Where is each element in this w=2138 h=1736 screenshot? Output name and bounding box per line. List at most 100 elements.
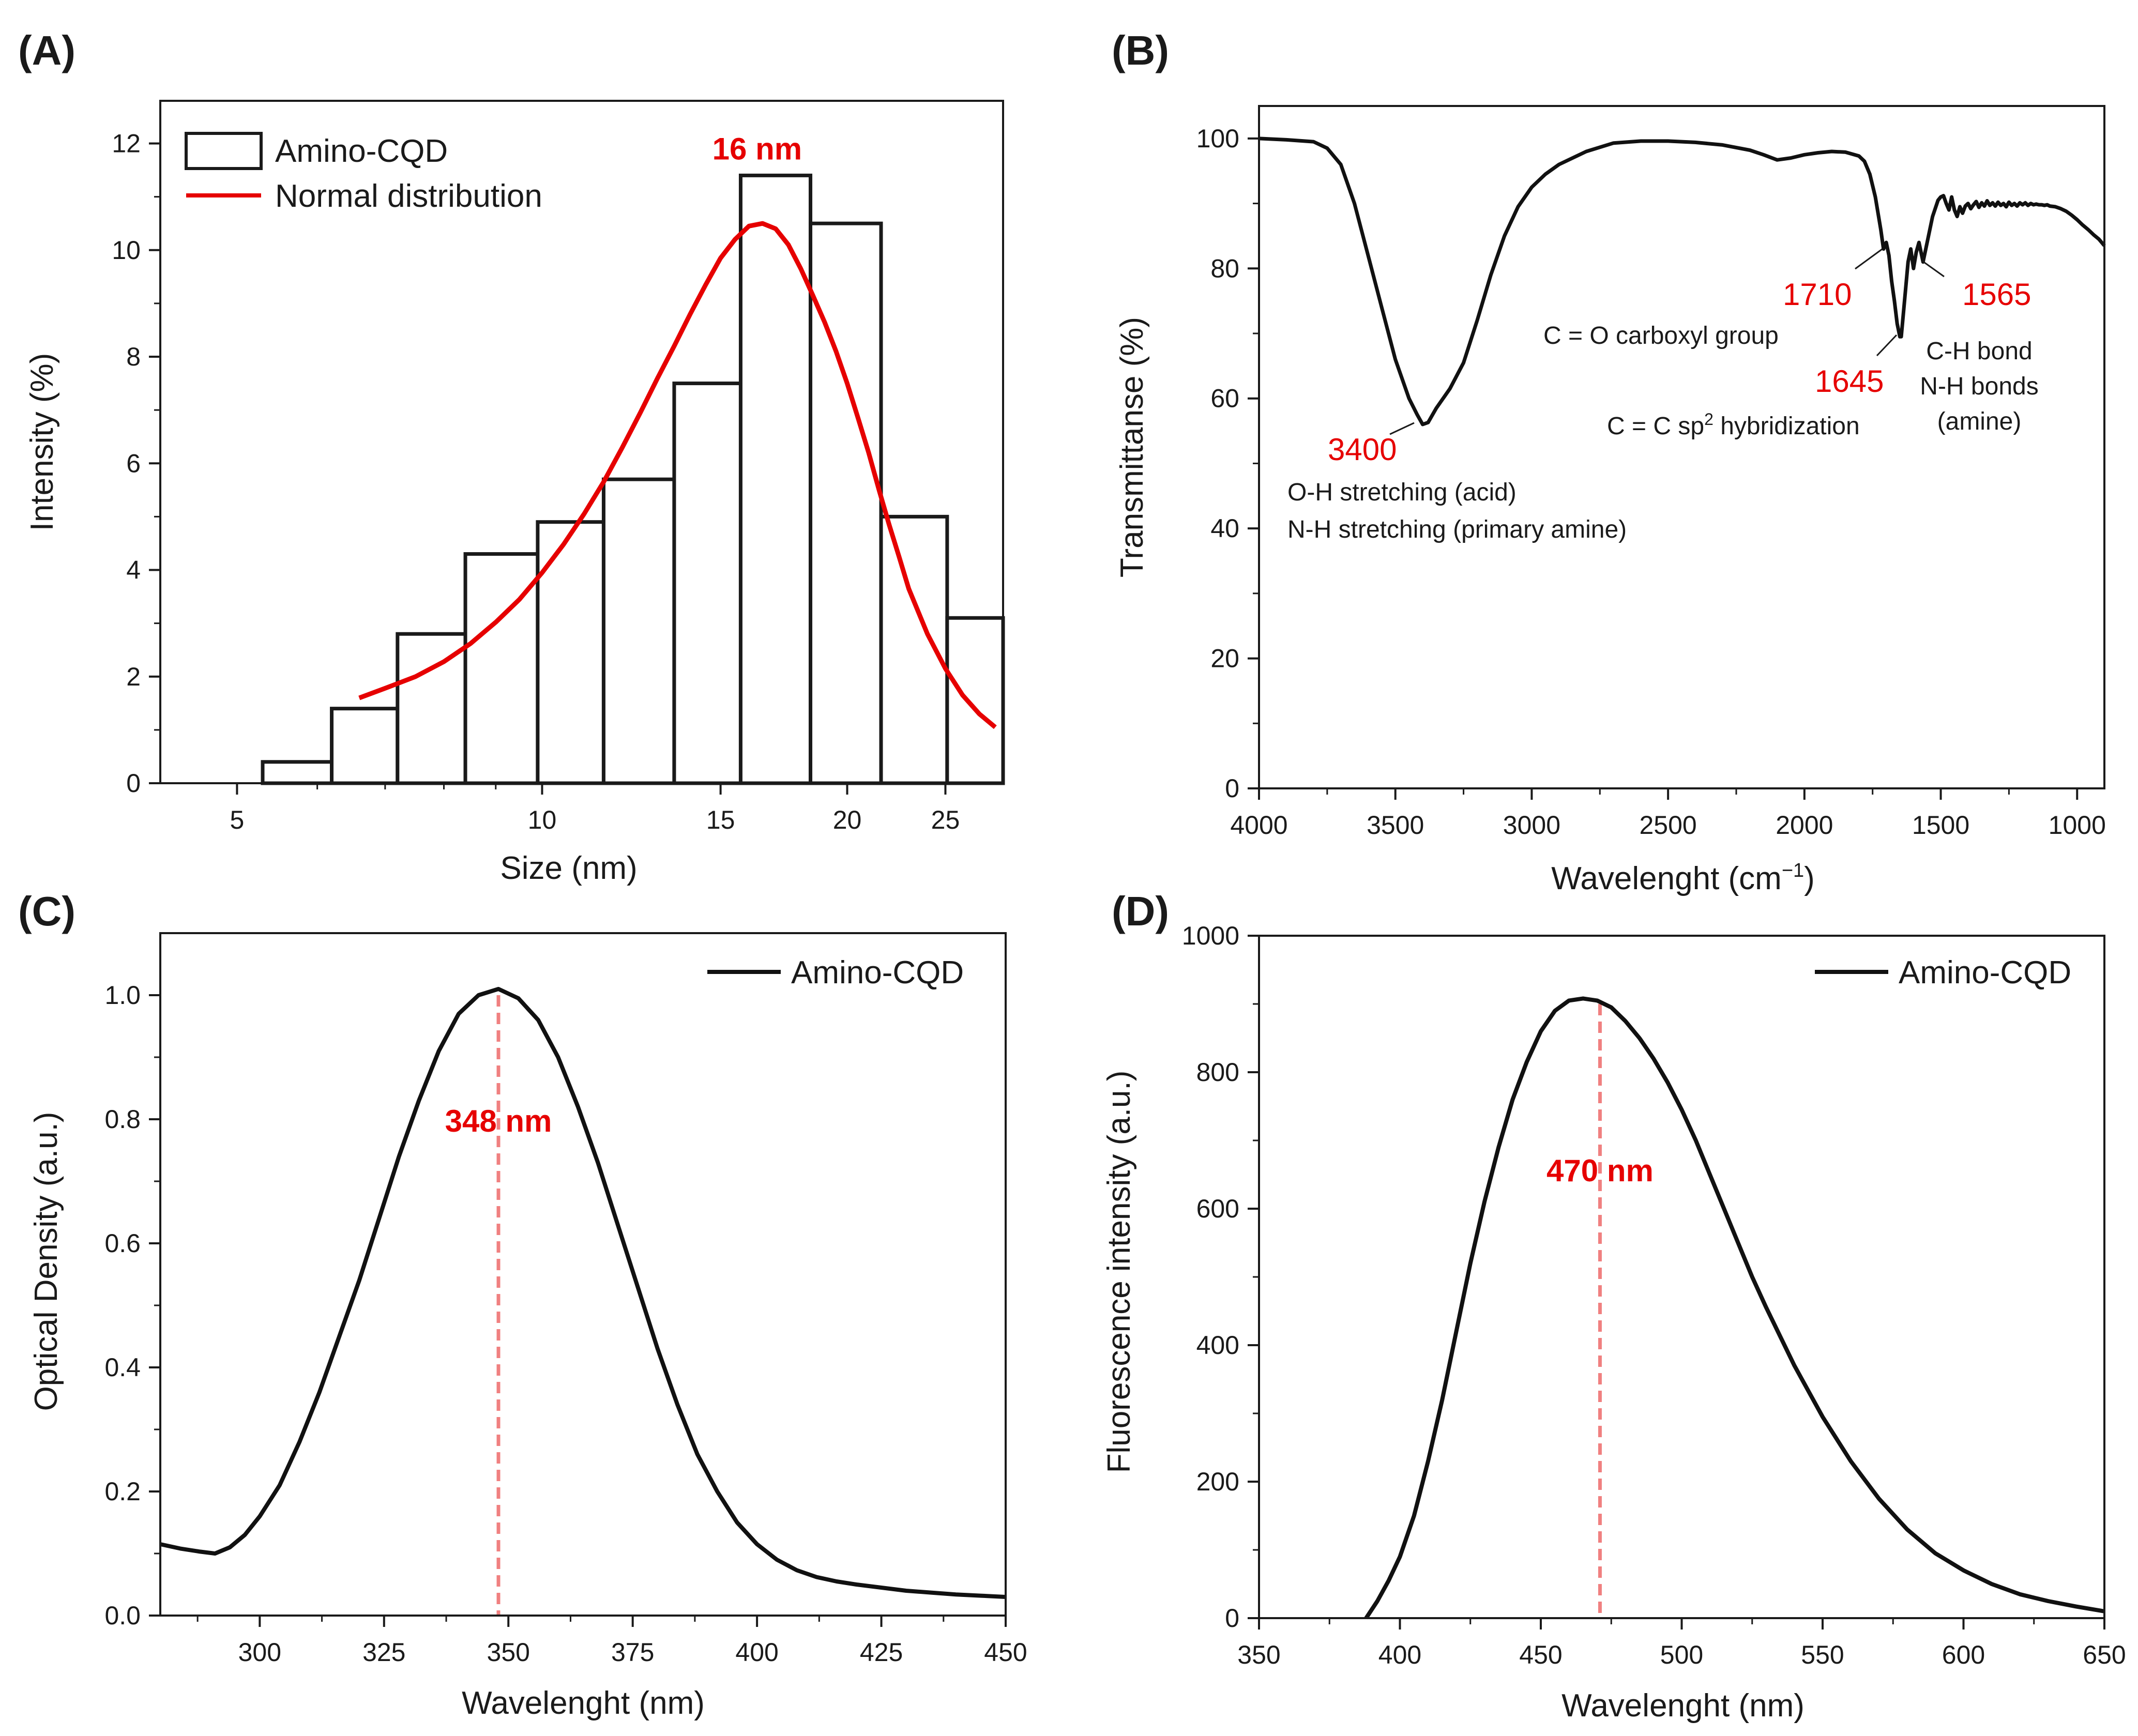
histogram-bar <box>536 520 605 785</box>
panel-d-x-ticks: 350 400 450 500 550 600 650 <box>1237 1618 2126 1669</box>
y-tick-label: 6 <box>126 449 141 478</box>
x-tick-label: 1000 <box>2049 811 2106 840</box>
legend-label-amino-cqd: Amino-CQD <box>791 955 964 991</box>
ftir-spectrum-line <box>1258 136 2106 427</box>
panel-a-legend: Amino-CQD Normal distribution <box>185 132 542 214</box>
panel-c-y-axis-title: Optical Density (a.u.) <box>28 1112 64 1411</box>
x-tick-label: 425 <box>860 1638 903 1667</box>
panel-b-y-ticks: 0 20 40 60 80 100 <box>1196 124 1259 803</box>
peak-label-3400: 3400 <box>1328 432 1397 467</box>
histogram-bar <box>738 173 813 785</box>
x-tick-label: 350 <box>487 1638 530 1667</box>
y-tick-label: 12 <box>112 129 141 158</box>
peak-size-annotation: 16 nm <box>712 131 802 166</box>
panel-c-label: (C) <box>18 888 75 934</box>
panel-b-label: (B) <box>1112 27 1169 73</box>
assignment-oh-stretching: O-H stretching (acid) <box>1287 479 1517 506</box>
y-tick-label: 40 <box>1210 514 1239 543</box>
y-tick-label: 10 <box>112 236 141 265</box>
y-tick-label: 200 <box>1196 1467 1239 1496</box>
x-tick-label: 10 <box>528 805 557 834</box>
peak-wavelength-annotation: 348 nm <box>445 1104 552 1138</box>
peak-label-1710: 1710 <box>1783 277 1852 312</box>
histogram-bar <box>601 477 676 785</box>
x-tick-label: 325 <box>362 1638 405 1667</box>
x-tick-label: 2500 <box>1640 811 1697 840</box>
y-tick-label: 0 <box>126 769 141 798</box>
y-tick-label: 800 <box>1196 1058 1239 1087</box>
x-tick-label: 450 <box>1519 1640 1562 1669</box>
panel-a-histogram: (A) 5 10 15 20 25 0 2 4 6 8 10 12 Size (nm) Intens… <box>18 27 1005 886</box>
leader-1565 <box>1922 260 1945 278</box>
y-tick-label: 0.0 <box>104 1601 141 1630</box>
x-tick-label: 500 <box>1660 1640 1703 1669</box>
y-tick-label: 0 <box>1225 774 1239 803</box>
fluorescence-spectrum-line <box>1364 996 2105 1620</box>
y-tick-label: 0.8 <box>104 1105 141 1134</box>
x-tick-label: 5 <box>230 805 245 834</box>
assignment-nh-bonds: N-H bonds <box>1920 373 2038 400</box>
panel-a-y-ticks: 0 2 4 6 8 10 12 <box>112 129 160 798</box>
x-tick-label: 550 <box>1801 1640 1844 1669</box>
panel-d-y-ticks: 0 200 400 600 800 1000 <box>1182 921 1259 1633</box>
y-tick-label: 1.0 <box>104 981 141 1010</box>
y-tick-label: 0 <box>1225 1604 1239 1633</box>
panel-c-y-ticks: 0.0 0.2 0.4 0.6 0.8 1.0 <box>104 981 160 1630</box>
panel-c-plot-frame <box>159 932 1007 1617</box>
x-tick-label: 600 <box>1942 1640 1985 1669</box>
panel-c-x-axis-title: Wavelenght (nm) <box>462 1685 705 1721</box>
x-tick-label: 2000 <box>1776 811 1833 840</box>
histogram-bar <box>672 382 742 785</box>
x-tick-label: 300 <box>238 1638 281 1667</box>
panel-a-x-axis-title: Size (nm) <box>500 850 637 886</box>
x-tick-label: 650 <box>2083 1640 2126 1669</box>
leader-1645 <box>1876 334 1898 357</box>
assignment-sp2-hybridization: C = C sp2 hybridization <box>1607 410 1860 440</box>
y-tick-label: 0.6 <box>104 1229 141 1258</box>
histogram-bar <box>945 616 1005 785</box>
panel-d-x-axis-title: Wavelenght (nm) <box>1561 1688 1805 1724</box>
assignment-carboxyl: C = O carboxyl group <box>1543 322 1779 349</box>
assignment-ch-bond: C-H bond <box>1926 338 2032 365</box>
y-tick-label: 8 <box>126 342 141 371</box>
legend-box-swatch <box>185 132 263 170</box>
y-tick-label: 400 <box>1196 1331 1239 1360</box>
x-tick-label: 400 <box>735 1638 778 1667</box>
legend-label-normal-distribution: Normal distribution <box>275 178 542 214</box>
normal-distribution-curve <box>358 221 997 729</box>
y-tick-label: 0.4 <box>104 1353 141 1382</box>
y-tick-label: 2 <box>126 662 141 691</box>
leader-1710 <box>1855 248 1883 270</box>
histogram-bar <box>330 707 400 785</box>
x-tick-label: 375 <box>611 1638 654 1667</box>
x-tick-label: 3000 <box>1503 811 1560 840</box>
x-tick-label: 3500 <box>1367 811 1424 840</box>
y-tick-label: 600 <box>1196 1194 1239 1223</box>
x-tick-label: 450 <box>984 1638 1027 1667</box>
legend-label-amino-cqd: Amino-CQD <box>1899 955 2071 991</box>
assignment-amine: (amine) <box>1937 408 2022 435</box>
legend-label-amino-cqd: Amino-CQD <box>275 133 448 169</box>
y-tick-label: 0.2 <box>104 1477 141 1506</box>
histogram-bar <box>396 632 467 785</box>
histogram-bar <box>809 221 883 785</box>
x-tick-label: 25 <box>931 805 960 834</box>
x-tick-label: 4000 <box>1230 811 1287 840</box>
panel-a-label: (A) <box>18 27 75 73</box>
peak-wavelength-annotation: 470 nm <box>1546 1153 1654 1188</box>
panel-a-y-axis-title: Intensity (%) <box>24 353 60 531</box>
y-tick-label: 4 <box>126 556 141 585</box>
panel-b-x-ticks: 4000 3500 3000 2500 2000 1500 1000 <box>1230 788 2106 840</box>
y-tick-label: 20 <box>1210 644 1239 673</box>
y-tick-label: 80 <box>1210 254 1239 283</box>
panel-b-plot-frame <box>1258 105 2105 789</box>
y-tick-label: 60 <box>1210 384 1239 413</box>
histogram-bar <box>261 760 334 785</box>
x-tick-label: 1500 <box>1912 811 1969 840</box>
peak-label-1645: 1645 <box>1815 364 1884 399</box>
x-tick-label: 20 <box>833 805 862 834</box>
panel-b-y-axis-title: Transmittanse (%) <box>1114 317 1150 577</box>
y-tick-label: 1000 <box>1182 921 1239 950</box>
panel-b-x-axis-title: Wavelenght (cm−1) <box>1551 860 1815 896</box>
